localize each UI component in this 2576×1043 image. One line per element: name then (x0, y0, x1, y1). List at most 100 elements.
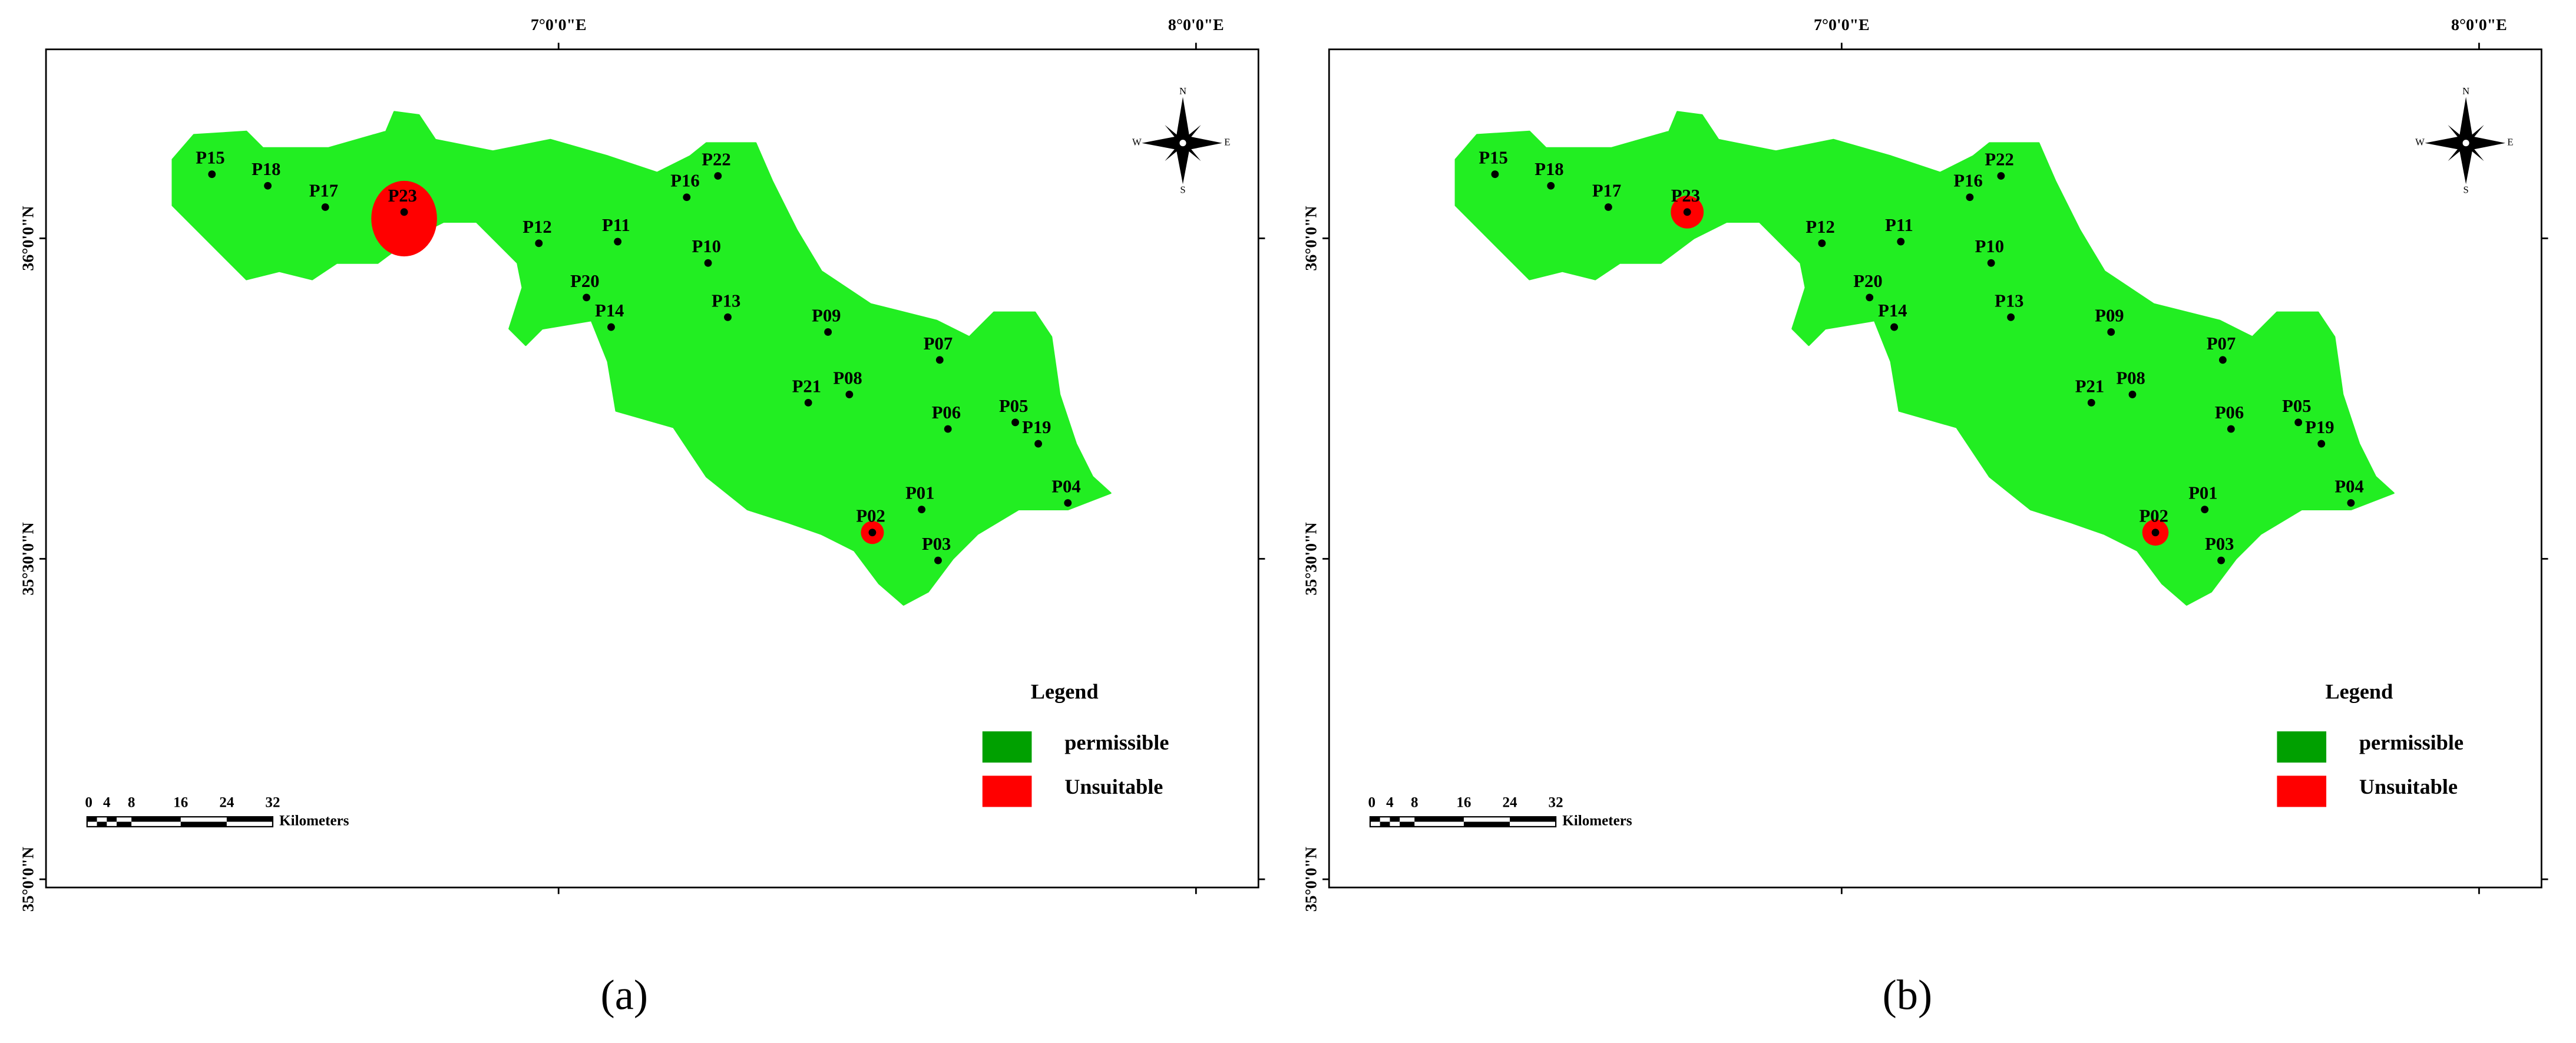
point-label: P13 (712, 291, 740, 311)
sample-point (2227, 425, 2235, 433)
scale-label: 0 (1368, 795, 1375, 811)
sample-point (2128, 391, 2137, 398)
point-label: P19 (2305, 417, 2334, 437)
legend-title: Legend (1031, 679, 1099, 703)
point-label: P14 (1878, 301, 1907, 321)
point-label: P09 (812, 305, 841, 325)
scale-segment (1400, 821, 1415, 827)
compass-letter: W (1132, 137, 1142, 148)
sample-point (1866, 293, 1874, 302)
scale-segment (117, 821, 132, 827)
point-label: P13 (1995, 291, 2023, 311)
legend-title: Legend (2325, 679, 2393, 703)
point-label: P03 (922, 534, 951, 554)
scale-unit: Kilometers (279, 813, 349, 829)
x-tick-label: 7°0'0"E (531, 16, 587, 34)
sample-point (1604, 203, 1612, 211)
scale-segment (131, 817, 181, 822)
point-label: P21 (792, 376, 821, 396)
sample-point (208, 170, 216, 179)
point-label: P17 (1592, 180, 1621, 200)
study-area (1454, 111, 2395, 606)
compass-letter: S (2463, 184, 2468, 195)
point-label: P17 (309, 180, 338, 200)
sample-point (1547, 181, 1555, 190)
sample-point (614, 237, 622, 246)
scale-label: 8 (1411, 795, 1418, 811)
compass-letter: N (2462, 85, 2469, 97)
scale-label: 8 (128, 795, 135, 811)
point-label: P15 (196, 148, 224, 168)
point-label: P06 (2215, 402, 2244, 423)
panel-caption: (a) (601, 971, 648, 1018)
sample-point (1818, 239, 1826, 247)
compass-letter: W (2415, 137, 2425, 148)
y-tick-label: 35°0'0"N (1302, 847, 1321, 912)
map-panel: 7°0'0"E 8°0'0"E 36°0'0"N 35°30'0"N 35°0'0"N P… (19, 16, 1265, 1018)
scale-segment (87, 817, 97, 822)
sample-point (714, 172, 722, 180)
scale-label: 4 (103, 795, 111, 811)
point-label: P14 (595, 301, 624, 321)
point-label: P12 (1805, 217, 1834, 237)
sample-point (2151, 529, 2160, 537)
sample-point (535, 239, 543, 247)
point-label: P04 (2334, 476, 2363, 496)
sample-point (1890, 323, 1899, 331)
sample-point (1034, 440, 1043, 448)
y-tick-label: 36°0'0"N (19, 206, 38, 270)
sample-point (918, 506, 925, 514)
point-label: P18 (252, 159, 280, 179)
point-label: P11 (602, 215, 630, 235)
scale-segment (97, 821, 107, 827)
compass-letter: N (1179, 85, 1186, 97)
sample-point (1491, 170, 1499, 179)
point-label: P18 (1535, 159, 1563, 179)
sample-point (583, 293, 591, 302)
scale-label: 32 (265, 795, 280, 811)
sample-point (944, 425, 952, 433)
point-label: P20 (1853, 271, 1882, 291)
scale-label: 4 (1386, 795, 1394, 811)
sample-point (400, 208, 408, 216)
scale-segment (226, 817, 273, 822)
scale-label: 16 (173, 795, 188, 811)
scale-segment (1380, 821, 1390, 827)
point-label: P09 (2095, 305, 2124, 325)
sample-point (2107, 328, 2115, 336)
point-label: P05 (999, 396, 1028, 416)
point-label: P08 (2117, 368, 2145, 388)
sample-point (2347, 499, 2355, 507)
sample-point (704, 259, 712, 267)
point-label: P20 (570, 271, 599, 291)
sample-point (2317, 440, 2326, 448)
scale-unit: Kilometers (1562, 813, 1632, 829)
y-tick-label: 36°0'0"N (1302, 206, 1321, 270)
compass-letter: E (2507, 137, 2513, 148)
sample-point (2218, 356, 2227, 364)
sample-point (2201, 506, 2209, 514)
y-tick-label: 35°30'0"N (19, 522, 38, 595)
point-label: P02 (856, 506, 885, 526)
point-label: P15 (1479, 148, 1507, 168)
point-label: P21 (2075, 376, 2104, 396)
legend-label: Unsuitable (2359, 775, 2458, 798)
point-label: P05 (2282, 396, 2311, 416)
sample-point (264, 181, 272, 190)
legend-swatch (2277, 731, 2327, 763)
sample-point (1011, 418, 1019, 427)
legend-label: permissible (1064, 731, 1169, 754)
sample-point (934, 556, 942, 565)
sample-point (724, 313, 732, 321)
sample-point (2294, 418, 2303, 427)
y-tick-label: 35°0'0"N (19, 847, 38, 912)
point-label: P22 (702, 149, 730, 169)
sample-point (2217, 556, 2226, 565)
sample-point (683, 193, 691, 202)
point-label: P01 (2188, 483, 2217, 503)
point-label: P11 (1885, 215, 1913, 235)
point-label: P02 (2139, 506, 2168, 526)
compass-letter: E (1224, 137, 1230, 148)
